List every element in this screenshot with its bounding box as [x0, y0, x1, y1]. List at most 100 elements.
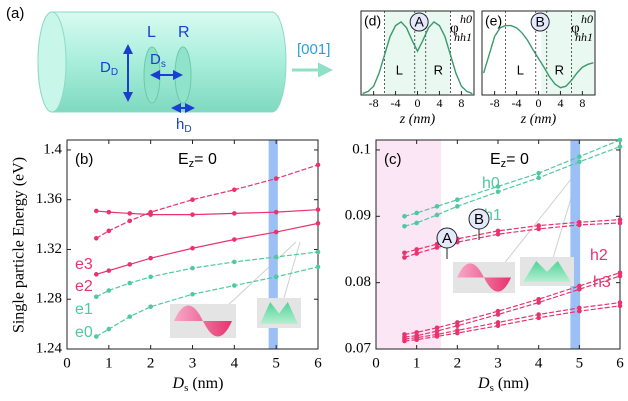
height-label-part: D	[184, 124, 191, 135]
y-tick-label: 0.1	[352, 141, 371, 157]
data-point	[577, 154, 582, 159]
state-label: B	[474, 211, 484, 228]
data-point	[106, 209, 112, 215]
state-label: A	[442, 230, 452, 247]
y-tick-label: 1.24	[36, 340, 63, 356]
series-label: h0	[482, 175, 500, 192]
data-point	[127, 218, 133, 224]
series-label: e2	[75, 278, 93, 295]
nanowire-end	[37, 11, 67, 113]
region-label: R	[434, 62, 443, 77]
series-line	[95, 266, 319, 338]
data-point	[190, 197, 195, 203]
x-axis-label-part: s	[184, 382, 188, 394]
field-label-part: z	[501, 158, 507, 170]
data-point	[93, 208, 99, 214]
data-point	[93, 334, 99, 339]
series-label: h2	[590, 247, 608, 264]
diameter-label: DD	[100, 59, 118, 78]
series-line	[404, 139, 621, 217]
data-point	[106, 228, 112, 234]
highlight-region	[541, 11, 595, 95]
series-line	[404, 272, 621, 335]
height-label-part: h	[176, 116, 184, 133]
separation-label-part: s	[161, 59, 166, 70]
data-point	[232, 283, 237, 288]
data-point	[434, 212, 440, 218]
data-point	[434, 334, 440, 339]
data-point	[127, 211, 133, 216]
direction-label: [001]	[297, 41, 330, 58]
data-point	[536, 315, 541, 321]
x-tick-label: 1	[105, 355, 113, 371]
region-label: L	[396, 62, 403, 77]
data-point	[414, 337, 419, 343]
data-point	[402, 338, 407, 344]
data-point	[402, 255, 407, 260]
data-point	[617, 303, 623, 309]
series-label: e3	[75, 256, 93, 273]
data-point	[577, 286, 582, 292]
series-line	[96, 209, 319, 216]
data-point	[273, 274, 279, 280]
inset-humps	[523, 261, 571, 282]
data-point	[617, 217, 623, 222]
data-point	[536, 300, 541, 305]
dot-label: R	[178, 24, 190, 41]
field-label-part: z	[189, 158, 195, 170]
x-tick-label: 4	[557, 96, 563, 110]
data-point	[455, 330, 460, 336]
x-tick-label: 0	[415, 96, 421, 110]
x-axis-label-part: D	[477, 375, 490, 392]
data-point	[495, 184, 501, 189]
data-point	[495, 228, 501, 234]
data-point	[127, 314, 133, 319]
x-tick-label: 6	[314, 355, 322, 371]
x-axis-label: Ds (nm)	[172, 375, 224, 394]
separation-label: Ds	[150, 51, 166, 70]
data-point	[106, 268, 112, 273]
x-tick-label: 0	[372, 355, 380, 371]
data-point	[617, 220, 623, 226]
dot-label: L	[147, 24, 156, 41]
y-axis-label: Single particle Energy (eV)	[11, 157, 28, 333]
data-point	[536, 312, 541, 317]
y-tick-label: 1.28	[36, 291, 62, 307]
wavefunction-sup: h0	[460, 12, 472, 26]
series-line	[482, 24, 594, 89]
data-point	[106, 326, 112, 332]
data-point	[536, 175, 541, 181]
x-tick-label: 2	[454, 355, 462, 371]
state-circle	[436, 227, 458, 249]
data-point	[273, 229, 279, 235]
data-point	[273, 209, 279, 215]
diameter-label-part: D	[100, 59, 111, 76]
wavefunction-symbol: φ	[450, 20, 459, 36]
series-line	[96, 222, 319, 275]
data-point	[148, 209, 153, 215]
separation-label-part: D	[150, 51, 161, 68]
panel-label: (d)	[364, 13, 381, 29]
data-point	[93, 294, 99, 300]
data-point	[617, 270, 623, 275]
x-tick-label: 4	[436, 96, 442, 110]
x-tick-label: 0	[536, 96, 542, 110]
data-point	[402, 223, 407, 229]
region-label: L	[517, 62, 524, 77]
data-point	[414, 210, 419, 216]
x-tick-label: -4	[512, 96, 522, 110]
data-point	[495, 189, 501, 195]
wavefunction-sub: hh1	[454, 30, 472, 44]
data-point	[617, 137, 623, 143]
data-point	[315, 264, 321, 270]
data-point	[577, 222, 582, 228]
x-tick-label: 8	[458, 96, 464, 110]
data-point	[455, 197, 460, 203]
x-tick-label: 5	[576, 355, 584, 371]
series-line	[404, 146, 621, 227]
inset-humps	[260, 302, 298, 324]
data-point	[148, 274, 153, 280]
data-point	[106, 288, 112, 293]
field-label-part: = 0	[506, 151, 529, 168]
x-axis-label: z (nm)	[520, 112, 557, 127]
